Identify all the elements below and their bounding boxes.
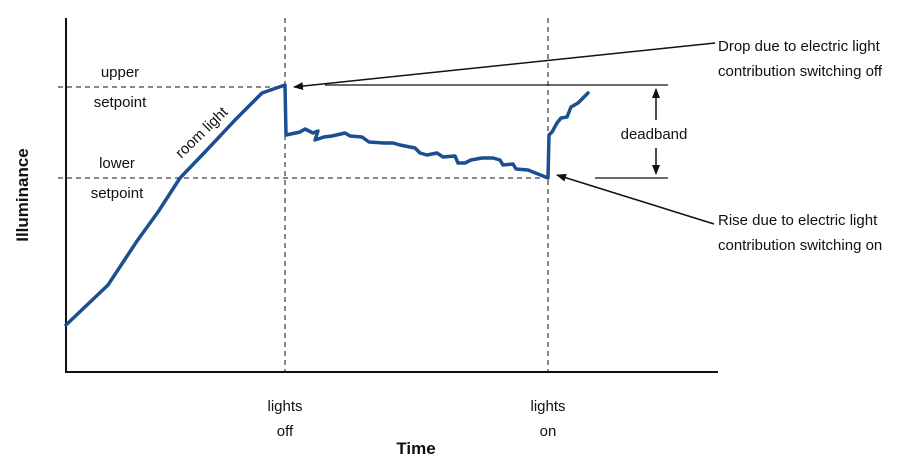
deadband-label: deadband	[621, 126, 688, 143]
lights-off-tick-line2: off	[277, 423, 294, 440]
upper-setpoint-label-line2: setpoint	[94, 94, 147, 111]
lights-on-tick-line1: lights	[530, 398, 565, 415]
lights-off-tick-line1: lights	[267, 398, 302, 415]
lights-on-tick-line2: on	[540, 423, 557, 440]
rise-label-line2: contribution switching on	[718, 237, 882, 254]
illuminance-curve	[64, 83, 590, 327]
x-axis-title: Time	[396, 439, 435, 458]
drop-label-line2: contribution switching off	[718, 63, 883, 80]
upper-setpoint-label-line1: upper	[101, 64, 139, 81]
drop-arrow	[293, 42, 716, 91]
rise-arrow	[556, 173, 715, 225]
lower-setpoint-label-line1: lower	[99, 155, 135, 172]
drop-label-line1: Drop due to electric light	[718, 38, 881, 55]
lower-setpoint-label-line2: setpoint	[91, 185, 144, 202]
y-axis-title: Illuminance	[13, 148, 32, 242]
rise-label-line1: Rise due to electric light	[718, 212, 878, 229]
